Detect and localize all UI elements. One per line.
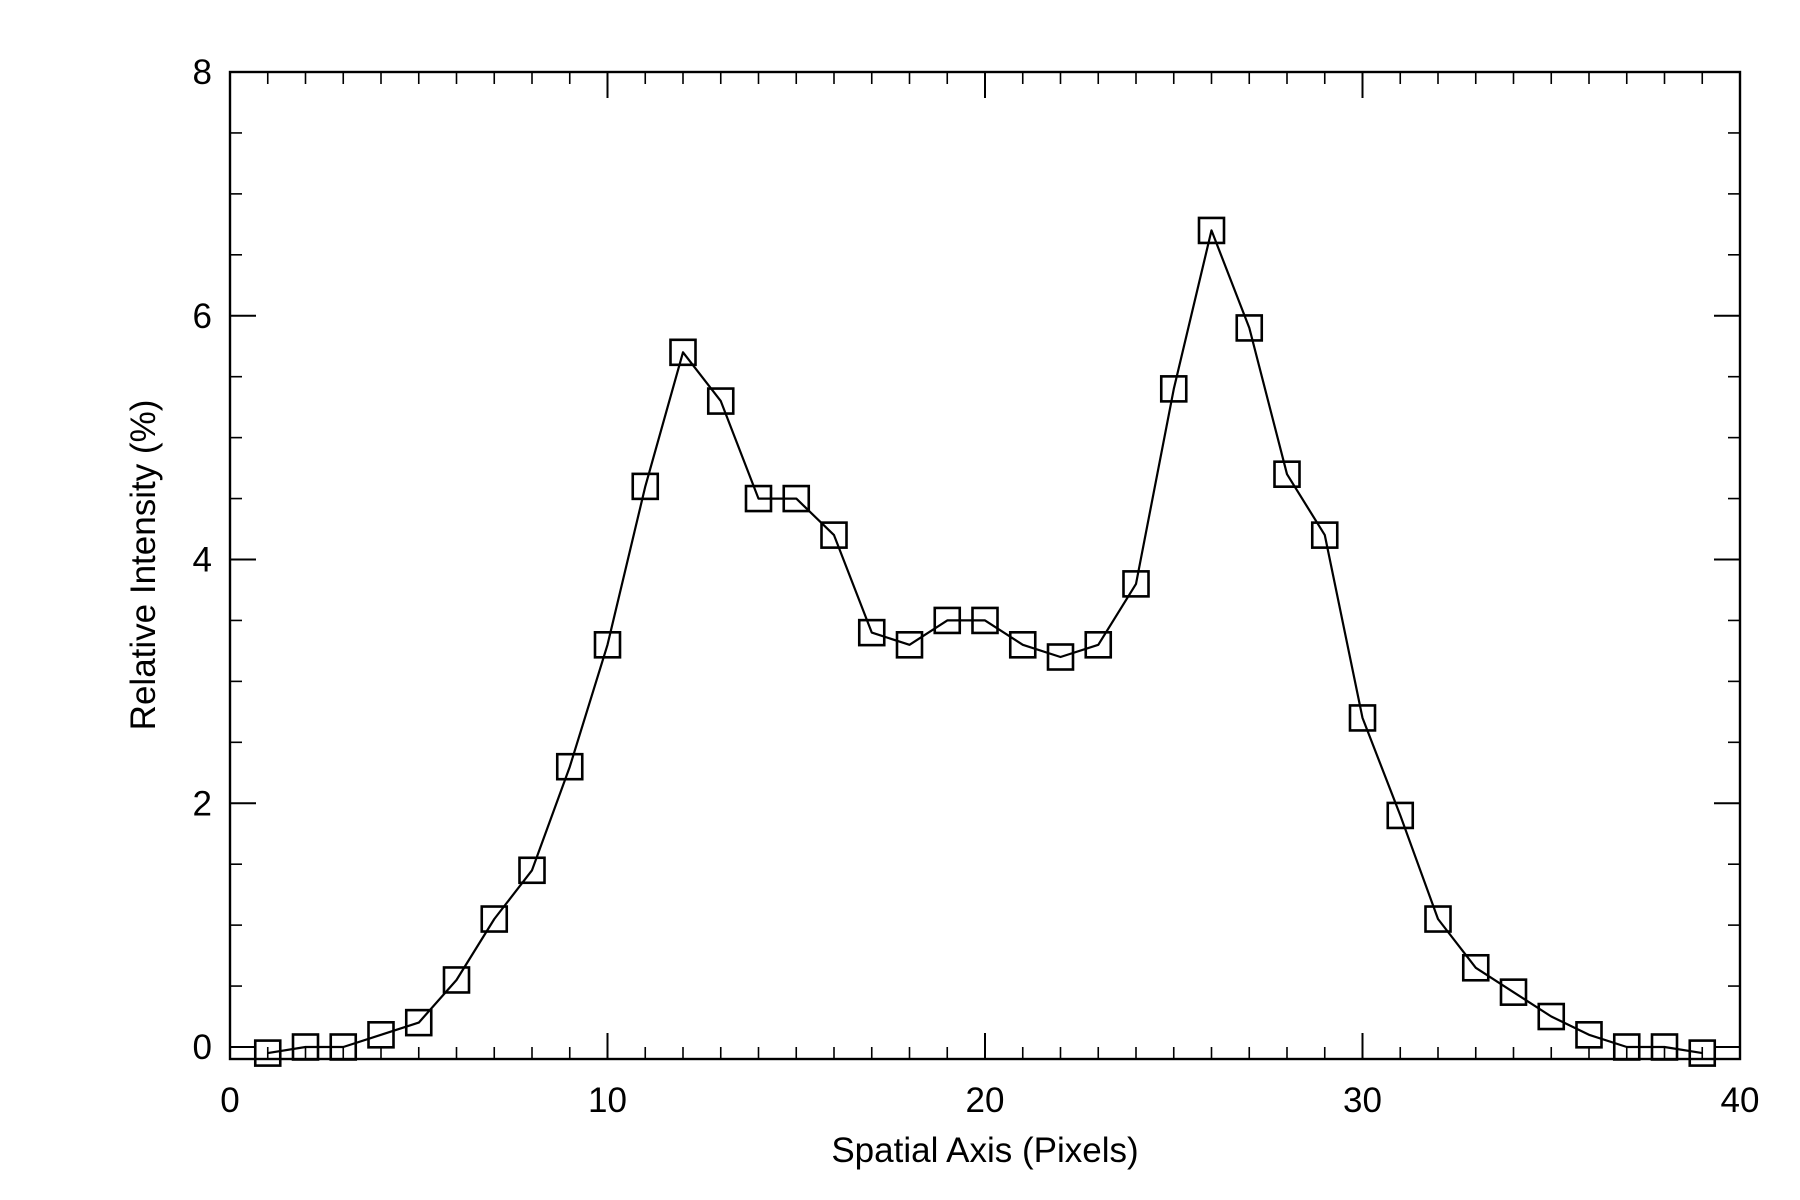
data-point-marker — [820, 521, 848, 549]
data-point-marker — [1310, 521, 1339, 549]
y-tick-label: 0 — [193, 1028, 212, 1067]
data-point-marker — [442, 966, 471, 994]
data-point-marker — [404, 1008, 433, 1037]
data-point-marker — [1197, 216, 1226, 245]
data-point-marker — [857, 618, 886, 647]
data-point-marker — [1424, 905, 1452, 933]
data-point-marker — [1499, 978, 1528, 1006]
data-point-marker — [1688, 1039, 1717, 1067]
data-point-marker — [1273, 460, 1301, 488]
data-point-marker — [291, 1033, 320, 1061]
x-tick-label: 10 — [588, 1081, 627, 1120]
data-point-marker — [933, 606, 962, 635]
series — [267, 229, 1703, 1055]
data-point-marker — [329, 1033, 358, 1061]
ticks — [229, 71, 1741, 1059]
data-point-marker — [1122, 570, 1150, 598]
data-point-marker — [1084, 631, 1113, 659]
tick-labels: 0 10 20 30 40 0 2 4 6 8 — [193, 53, 1760, 1120]
y-tick-label: 6 — [193, 297, 212, 336]
data-point-marker — [1008, 631, 1037, 659]
data-point-marker — [1159, 375, 1188, 403]
data-point-marker — [971, 606, 999, 635]
data-point-marker — [593, 631, 622, 659]
data-point-marker — [367, 1021, 395, 1049]
data-point-marker — [518, 856, 546, 885]
y-axis-label: Relative Intensity (%) — [124, 400, 163, 731]
x-tick-label: 20 — [966, 1081, 1005, 1120]
data-point-marker — [1461, 953, 1490, 982]
data-point-marker — [1650, 1033, 1679, 1061]
data-point-marker — [1386, 801, 1415, 830]
data-point-marker — [1348, 704, 1377, 732]
y-tick-label: 8 — [193, 53, 212, 92]
data-point-marker — [631, 472, 660, 501]
series-line — [267, 229, 1703, 1055]
data-point-marker — [253, 1039, 282, 1067]
markers — [253, 216, 1717, 1067]
plot-frame — [228, 70, 1742, 1061]
data-point-marker — [895, 631, 924, 659]
y-tick-label: 2 — [193, 784, 212, 823]
data-point-marker — [480, 905, 509, 933]
x-tick-label: 0 — [220, 1081, 239, 1120]
data-point-marker — [1046, 643, 1075, 671]
data-point-marker — [782, 484, 811, 513]
data-point-marker — [669, 338, 697, 367]
data-point-marker — [1575, 1021, 1603, 1049]
data-point-marker — [1235, 314, 1264, 342]
x-tick-label: 40 — [1721, 1081, 1760, 1120]
x-tick-label: 30 — [1343, 1081, 1382, 1120]
data-point-marker — [706, 387, 735, 415]
data-point-marker — [1612, 1033, 1641, 1061]
x-axis-label: Spatial Axis (Pixels) — [831, 1131, 1138, 1170]
data-point-marker — [555, 752, 584, 781]
y-tick-label: 4 — [193, 541, 212, 580]
data-point-marker — [744, 484, 773, 513]
data-point-marker — [1537, 1002, 1566, 1031]
